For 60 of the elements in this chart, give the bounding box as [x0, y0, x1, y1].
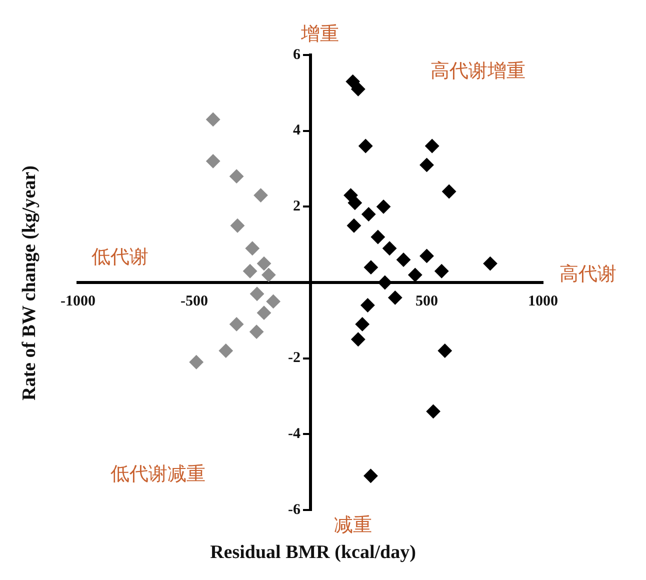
- point: [425, 139, 440, 153]
- point: [388, 290, 402, 305]
- y-tick-label: 2: [293, 198, 300, 215]
- y-tick-label: -2: [288, 350, 300, 366]
- point: [257, 256, 271, 271]
- x-tick-label: 1000: [528, 293, 558, 310]
- point: [346, 218, 361, 233]
- point: [243, 264, 258, 278]
- point: [351, 82, 366, 96]
- point: [426, 404, 440, 418]
- point: [438, 344, 452, 358]
- x-tick-label: -500: [180, 293, 208, 310]
- point: [206, 112, 220, 126]
- annotation: 低代谢: [92, 246, 148, 268]
- point: [378, 276, 392, 290]
- point: [358, 139, 373, 153]
- point: [382, 241, 397, 256]
- point: [257, 306, 271, 320]
- point: [420, 158, 434, 172]
- text: 增重: [300, 22, 339, 45]
- point: [262, 268, 276, 282]
- point: [230, 169, 244, 184]
- point: [230, 218, 244, 233]
- x-tick-label: 500: [416, 293, 438, 310]
- point: [230, 317, 244, 332]
- point: [370, 230, 385, 244]
- point: [396, 252, 410, 267]
- x-axis-title: Residual BMR (kcal/day): [210, 542, 416, 563]
- y-tick-label: 6: [293, 46, 301, 63]
- point: [420, 248, 434, 263]
- annotation: 低代谢减重: [110, 462, 206, 485]
- point: [408, 268, 422, 282]
- point: [266, 294, 280, 308]
- y-tick-label: -6: [288, 502, 301, 518]
- point: [360, 298, 375, 312]
- point: [348, 196, 362, 210]
- point: [351, 332, 366, 346]
- point: [376, 200, 391, 214]
- y-tick-label: 4: [293, 122, 301, 139]
- y-tick-label: -4: [288, 426, 301, 442]
- annotation: 高代谢增重: [430, 60, 526, 82]
- text: 高代谢: [560, 262, 616, 285]
- y-axis-title: Rate of BW change (kg/year): [18, 165, 40, 401]
- point: [364, 468, 378, 483]
- point: [250, 324, 264, 339]
- point: [245, 241, 260, 256]
- point: [355, 317, 370, 332]
- point: [442, 184, 456, 198]
- point: [362, 207, 376, 222]
- point: [206, 154, 220, 168]
- point: [189, 355, 204, 370]
- point: [364, 260, 378, 274]
- point: [483, 256, 498, 271]
- x-tick-label: -1000: [60, 293, 96, 310]
- point: [250, 286, 264, 301]
- point: [346, 74, 360, 89]
- point: [254, 188, 268, 202]
- text: 减重: [334, 514, 372, 536]
- point: [434, 264, 449, 278]
- point: [218, 344, 233, 358]
